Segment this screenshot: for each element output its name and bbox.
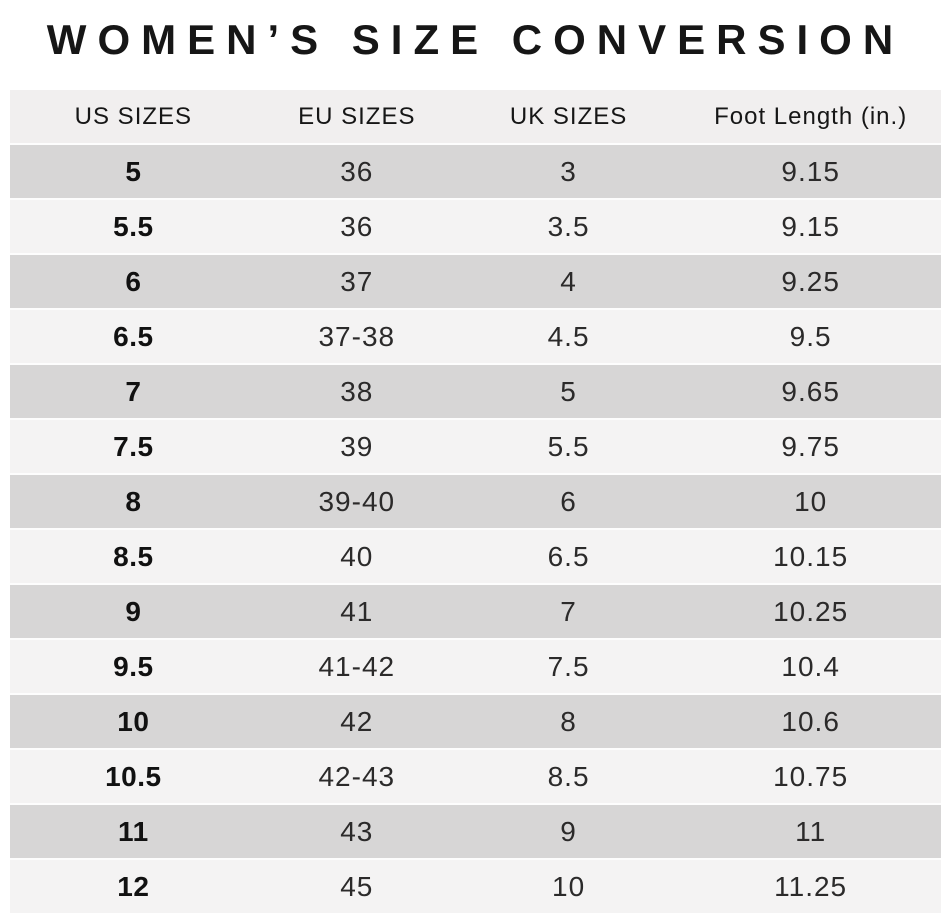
size-cell: 39-40	[256, 473, 457, 528]
table-row: 7.5 39 5.5 9.75	[10, 418, 941, 473]
size-cell: 41	[256, 583, 457, 638]
us-size-cell: 9	[10, 583, 257, 638]
table-row: 5 36 3 9.15	[10, 143, 941, 198]
size-cell: 10	[456, 858, 681, 913]
size-cell: 38	[256, 363, 457, 418]
us-size-cell: 6	[10, 253, 257, 308]
table-row: 8 39-40 6 10	[10, 473, 941, 528]
size-cell: 9	[456, 803, 681, 858]
size-cell: 10.6	[680, 693, 941, 748]
us-size-cell: 10	[10, 693, 257, 748]
us-size-cell: 8	[10, 473, 257, 528]
size-cell: 41-42	[256, 638, 457, 693]
us-size-cell: 10.5	[10, 748, 257, 803]
table-row: 5.5 36 3.5 9.15	[10, 198, 941, 253]
size-cell: 5	[456, 363, 681, 418]
size-cell: 45	[256, 858, 457, 913]
column-header: EU SIZES	[256, 90, 457, 143]
size-cell: 9.75	[680, 418, 941, 473]
size-cell: 4.5	[456, 308, 681, 363]
size-cell: 9.5	[680, 308, 941, 363]
size-cell: 37	[256, 253, 457, 308]
table-row: 9.5 41-42 7.5 10.4	[10, 638, 941, 693]
size-cell: 10.75	[680, 748, 941, 803]
table-body: 5 36 3 9.15 5.5 36 3.5 9.15 6 37 4 9.25 6.5 37-38 4.5 9…	[10, 143, 941, 913]
table-row: 11 43 9 11	[10, 803, 941, 858]
size-cell: 10.25	[680, 583, 941, 638]
size-cell: 4	[456, 253, 681, 308]
table-row: 12 45 10 11.25	[10, 858, 941, 913]
us-size-cell: 9.5	[10, 638, 257, 693]
table-row: 8.5 40 6.5 10.15	[10, 528, 941, 583]
table-row: 10 42 8 10.6	[10, 693, 941, 748]
size-cell: 9.65	[680, 363, 941, 418]
size-cell: 36	[256, 143, 457, 198]
us-size-cell: 11	[10, 803, 257, 858]
us-size-cell: 8.5	[10, 528, 257, 583]
table-row: 7 38 5 9.65	[10, 363, 941, 418]
size-cell: 43	[256, 803, 457, 858]
size-cell: 37-38	[256, 308, 457, 363]
size-cell: 10.15	[680, 528, 941, 583]
size-cell: 6.5	[456, 528, 681, 583]
size-conversion-table: US SIZES EU SIZES UK SIZES Foot Length (in.…	[10, 90, 941, 913]
table-header-row: US SIZES EU SIZES UK SIZES Foot Length (in.…	[10, 90, 941, 143]
column-header: US SIZES	[10, 90, 257, 143]
size-cell: 11.25	[680, 858, 941, 913]
us-size-cell: 5	[10, 143, 257, 198]
size-cell: 5.5	[456, 418, 681, 473]
size-cell: 42-43	[256, 748, 457, 803]
column-header: UK SIZES	[456, 90, 681, 143]
column-header: Foot Length (in.)	[680, 90, 941, 143]
size-cell: 10.4	[680, 638, 941, 693]
table-head: US SIZES EU SIZES UK SIZES Foot Length (in.…	[10, 90, 941, 143]
size-cell: 7	[456, 583, 681, 638]
us-size-cell: 5.5	[10, 198, 257, 253]
size-cell: 9.15	[680, 198, 941, 253]
size-cell: 40	[256, 528, 457, 583]
size-cell: 9.15	[680, 143, 941, 198]
us-size-cell: 6.5	[10, 308, 257, 363]
size-cell: 36	[256, 198, 457, 253]
size-cell: 9.25	[680, 253, 941, 308]
table-row: 10.5 42-43 8.5 10.75	[10, 748, 941, 803]
size-cell: 6	[456, 473, 681, 528]
table-row: 6 37 4 9.25	[10, 253, 941, 308]
us-size-cell: 7.5	[10, 418, 257, 473]
size-cell: 8.5	[456, 748, 681, 803]
size-cell: 10	[680, 473, 941, 528]
us-size-cell: 12	[10, 858, 257, 913]
page-title: WOMEN’S SIZE CONVERSION	[46, 16, 905, 63]
table-row: 9 41 7 10.25	[10, 583, 941, 638]
size-cell: 8	[456, 693, 681, 748]
size-cell: 3	[456, 143, 681, 198]
size-cell: 7.5	[456, 638, 681, 693]
table-row: 6.5 37-38 4.5 9.5	[10, 308, 941, 363]
size-cell: 42	[256, 693, 457, 748]
size-cell: 11	[680, 803, 941, 858]
us-size-cell: 7	[10, 363, 257, 418]
size-cell: 3.5	[456, 198, 681, 253]
size-cell: 39	[256, 418, 457, 473]
